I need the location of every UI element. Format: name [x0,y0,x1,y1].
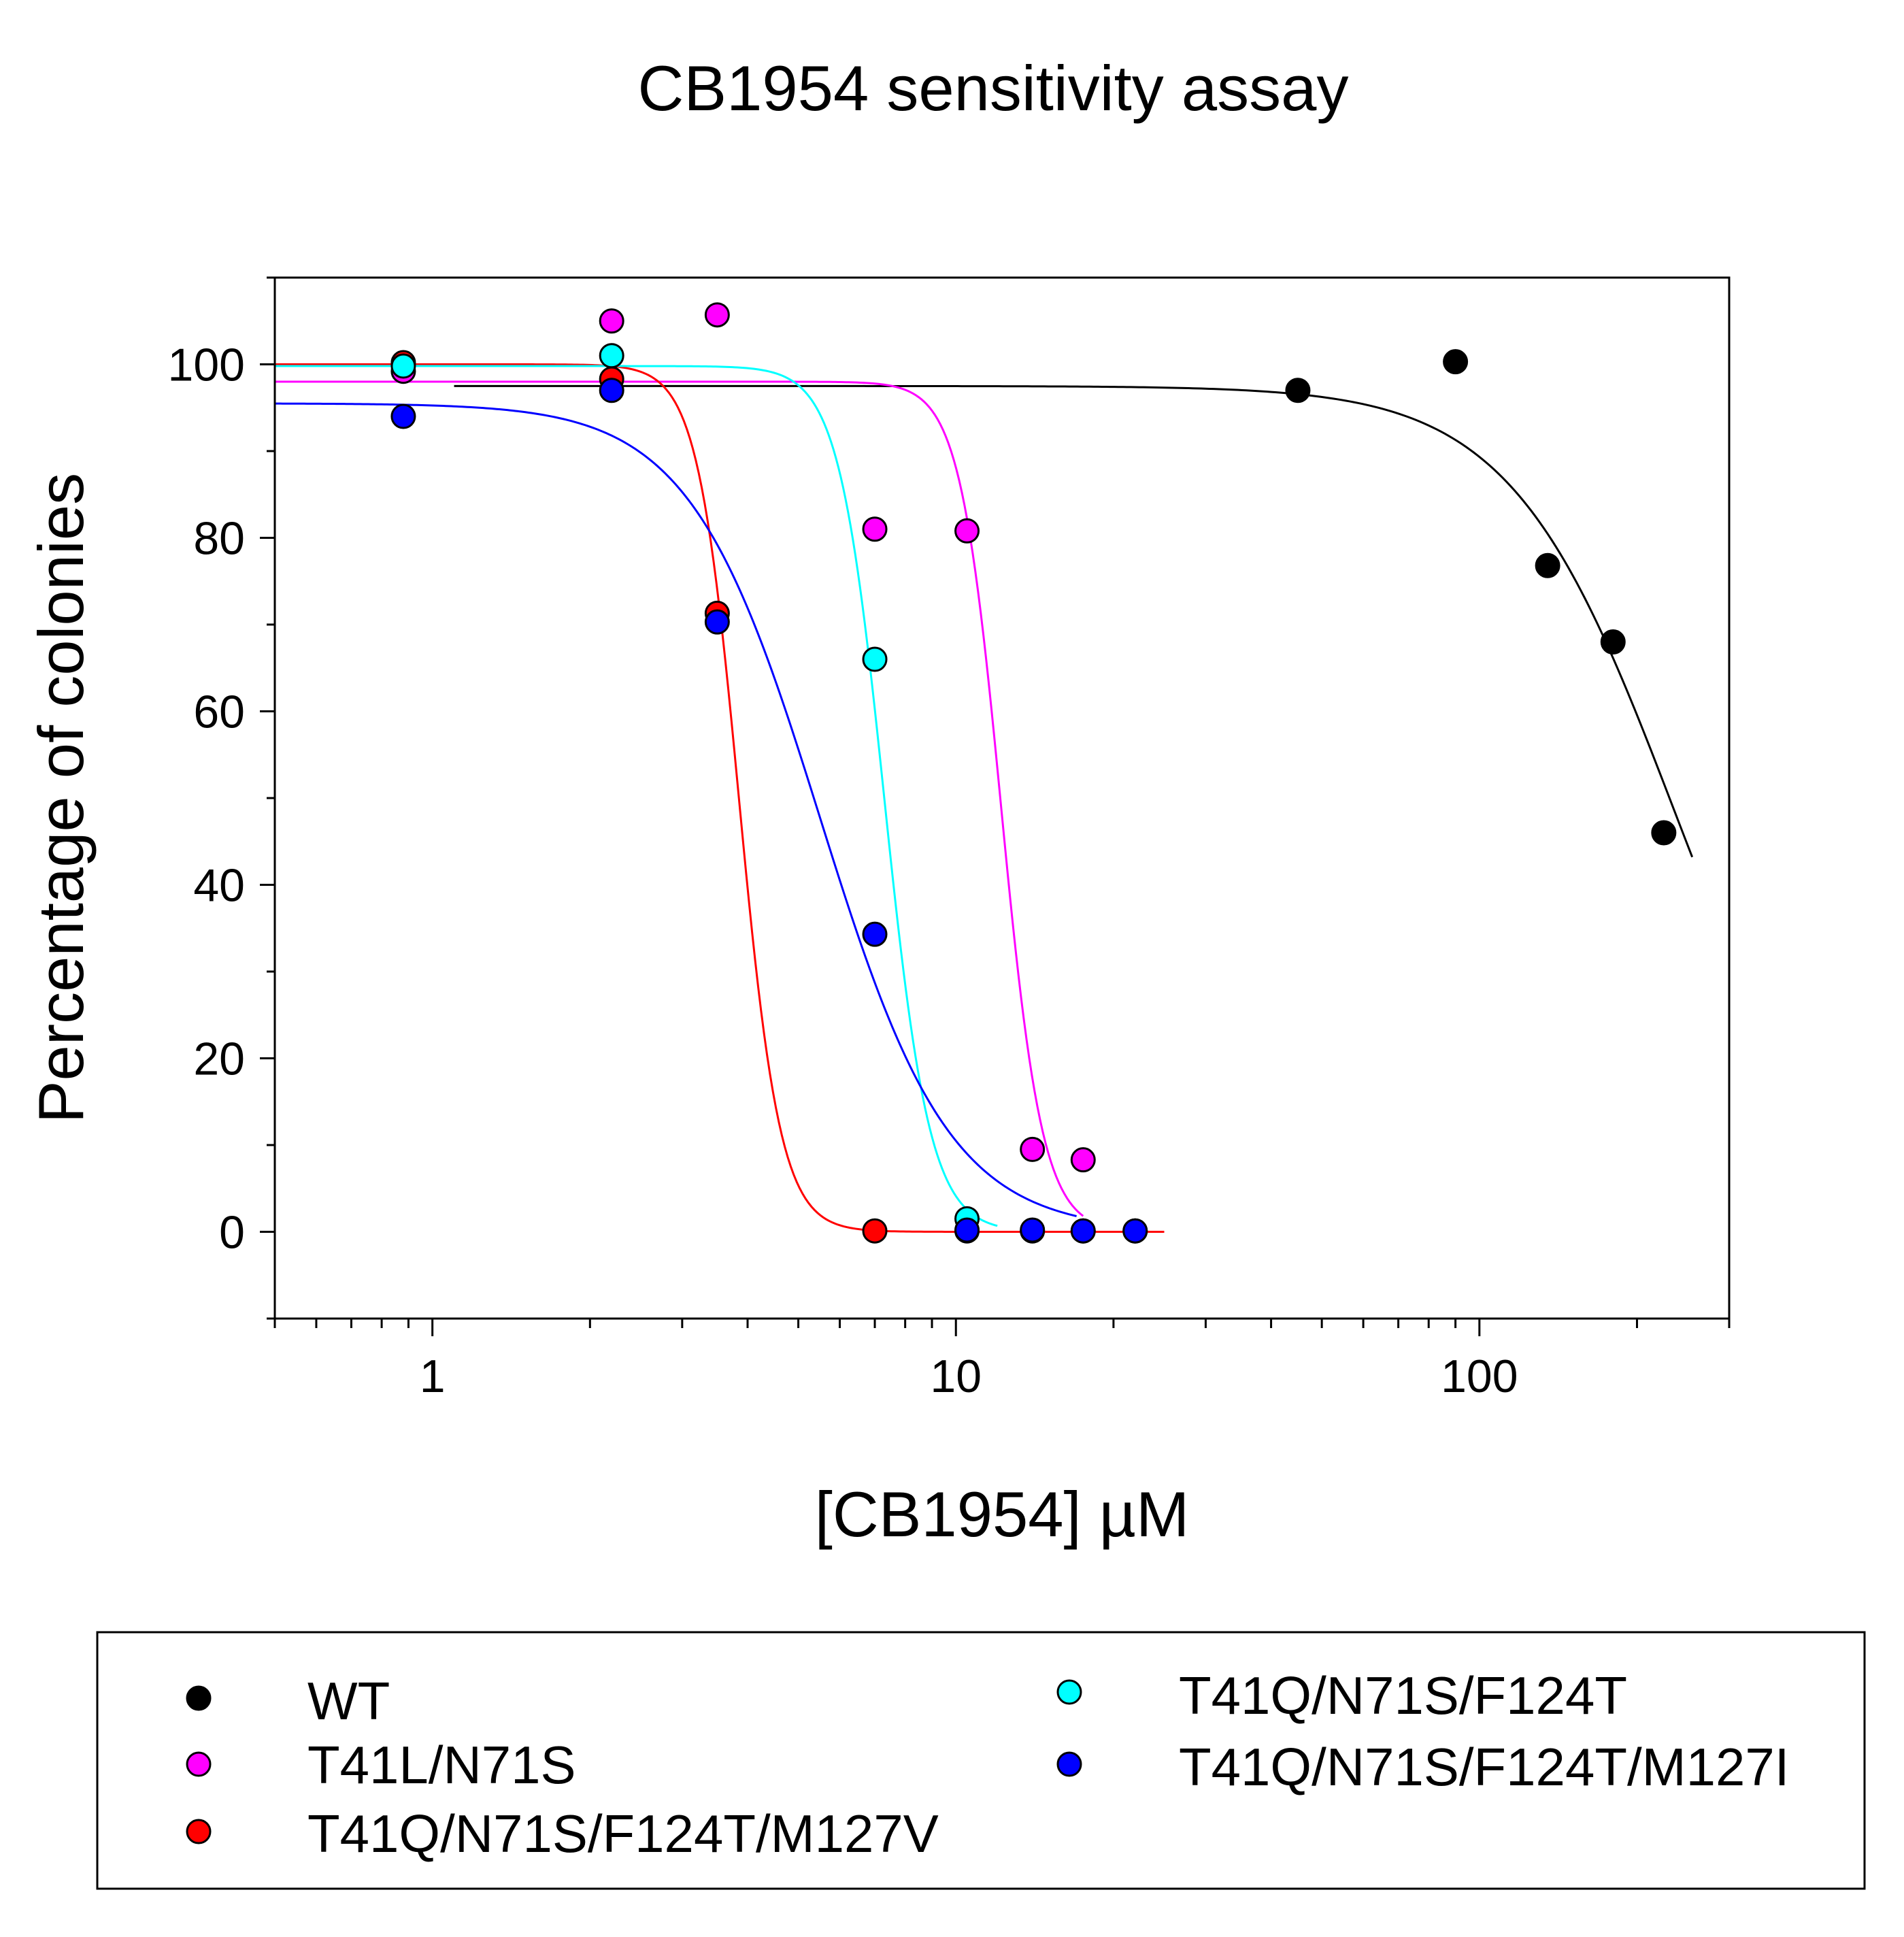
chart-title: CB1954 sensitivity assay [638,52,1349,124]
data-point [954,518,980,544]
y-tick-label: 20 [193,1033,245,1085]
x-axis-label: [CB1954] µM [815,1478,1190,1550]
legend-label: T41L/N71S [307,1735,576,1795]
legend-label: T41Q/N71S/F124T [1179,1666,1627,1725]
legend-marker [186,1751,212,1777]
x-tick-label: 10 [930,1351,982,1402]
data-point [1070,1147,1096,1173]
data-point [1535,552,1560,578]
fit-curve [275,380,1084,1217]
data-point [862,1218,888,1244]
axis-ticks: 0 20 40 60 80 100 1 10 100 [168,276,1731,1402]
plot-frame [273,276,1731,1320]
data-point [599,378,624,403]
y-tick-label: 60 [193,686,245,738]
data-point [704,302,730,328]
data-point [390,403,416,429]
legend-marker [186,1819,212,1844]
data-point [1651,820,1677,846]
data-point [1020,1217,1046,1243]
data-point [599,343,624,369]
legend-marker [1056,1679,1082,1705]
fit-curve [275,363,1165,1233]
legend-box [96,1631,1866,1890]
legend-label: T41Q/N71S/F124T/M127I [1179,1737,1789,1797]
y-tick-label: 80 [193,513,245,565]
data-point [599,308,624,334]
x-tick-label: 100 [1441,1351,1518,1402]
data-point [1020,1136,1046,1162]
y-tick-label: 0 [219,1207,245,1259]
y-tick-label: 40 [193,860,245,912]
data-point [862,646,888,672]
data-point [862,516,888,542]
y-axis-label: Percentage of colonies [25,473,97,1123]
data-point [1285,378,1311,403]
legend-marker [1056,1751,1082,1777]
x-tick-label: 1 [420,1351,446,1402]
legend-label: WT [307,1671,390,1731]
plot-area [274,302,1694,1244]
legend-label: T41Q/N71S/F124T/M127V [307,1804,939,1864]
data-point [862,921,888,947]
data-point [1070,1218,1096,1244]
data-point [390,353,416,379]
fit-curve [454,384,1694,858]
data-point [1443,349,1469,375]
fit-curve [274,402,1077,1217]
data-point [1122,1218,1148,1244]
data-point [954,1217,980,1243]
fit-curve [275,365,998,1227]
legend-marker [186,1685,212,1711]
y-tick-label: 100 [168,340,245,391]
data-point [1600,629,1626,655]
data-point [704,609,730,635]
